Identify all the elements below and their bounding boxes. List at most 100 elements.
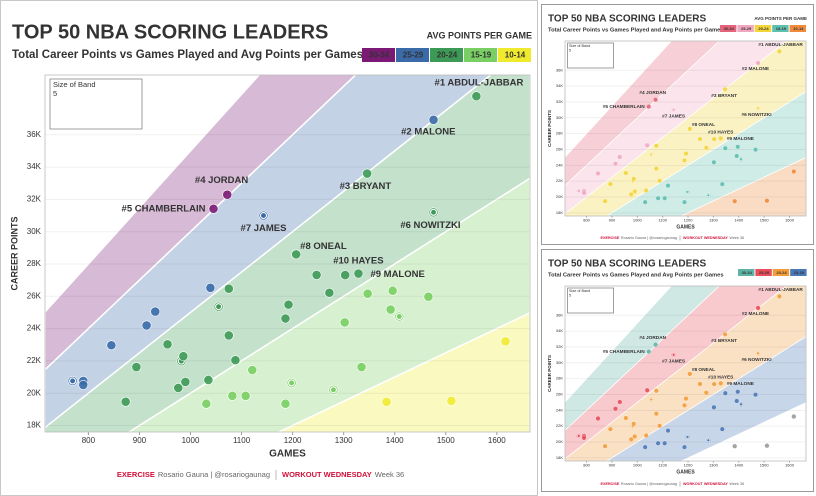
player-point [131,362,142,372]
player-point [613,406,618,412]
y-tick-label: 24K [27,324,42,333]
band-size-value: 5 [569,293,571,297]
chart-subtitle: Total Career Points vs Games Played and … [12,49,363,61]
legend-label: 30-34 [742,270,753,275]
y-tick-label: 34K [556,328,563,333]
player-point [718,380,724,386]
player-point [120,396,131,407]
legend-label: 15-19 [776,26,787,31]
y-tick-label: 18K [556,455,563,460]
player-point [247,365,258,375]
y-tick-label: 30K [27,227,42,236]
player-point [471,91,482,102]
player-point [703,390,709,396]
x-tick-label: 1500 [760,463,770,468]
player-point [732,198,738,204]
player-point [653,166,659,172]
x-axis-title: GAMES [676,469,695,475]
y-tick-label: 32K [556,344,563,349]
legend-swatch [498,48,531,62]
point-label: #3 BRYANT [340,181,392,192]
y-tick-label: 22K [556,178,563,183]
y-tick-label: 26K [27,291,42,300]
band-size-label: Size of Band [53,80,96,89]
x-tick-label: 1300 [335,436,353,445]
highlight-ring [685,435,690,439]
player-point [711,404,717,410]
player-point [711,136,717,142]
y-tick-label: 32K [27,194,42,203]
point-label: #10 HAYES [333,256,383,267]
x-tick-label: 800 [583,218,590,223]
player-point [602,198,608,204]
player-point [764,198,770,204]
player-point [653,388,659,394]
highlight-ring [671,353,676,357]
point-label: #7 JAMES [662,359,685,365]
player-point [665,428,671,434]
player-point [628,436,634,442]
player-point [643,188,649,193]
legend-title: AVG POINTS PER GAME [754,16,807,21]
player-point [141,320,152,331]
player-point [106,340,117,351]
footer-workout-name: WORKOUT WEDNESDAY [683,482,728,486]
legend-label: 25-29 [759,270,770,275]
band-size-box [49,78,143,130]
point-label: #8 ONEAL [692,367,715,373]
point-label: #9 MALONE [370,269,424,280]
player-point [631,176,637,182]
point-label: #5 CHAMBERLAIN [603,349,646,355]
plot-frame [44,74,531,433]
player-point [732,443,738,449]
player-point [423,291,434,302]
x-tick-label: 900 [609,218,616,223]
footer-workout: WORKOUT WEDNESDAY Week 36 [683,236,744,240]
x-tick-label: 1500 [760,218,770,223]
player-point [362,168,373,179]
legend-swatch [772,25,789,32]
point-label: #6 NOWITZKI [741,357,771,363]
player-point [722,145,728,151]
legend-swatch [720,25,737,32]
chart-title: TOP 50 NBA SCORING LEADERS [12,21,328,43]
x-tick-label: 1600 [785,218,795,223]
player-point [722,331,728,337]
chart-subtitle: Total Career Points vs Games Played and … [548,28,724,34]
highlight-ring [649,152,654,157]
player-point [617,399,623,405]
avg-band [606,336,806,461]
legend-label: 15-19 [794,270,805,275]
footer-week: Week 36 [729,482,744,486]
x-tick-label: 1400 [734,218,744,223]
x-tick-label: 1400 [386,436,404,445]
highlight-ring [288,379,296,387]
x-tick-label: 1200 [684,463,694,468]
player-point [719,426,725,432]
y-tick-label: 18K [27,421,42,430]
point-label: #10 HAYES [708,129,733,135]
point-label: #9 MALONE [727,136,754,142]
player-point [682,444,687,450]
point-label: #4 JORDAN [639,90,666,96]
player-point [642,199,648,205]
y-tick-label: 22K [556,423,563,428]
x-tick-label: 900 [133,436,147,445]
player-point [776,48,782,54]
player-point [623,415,629,421]
y-axis-title: CAREER POINTS [547,355,552,392]
x-tick-label: 1000 [633,463,643,468]
x-axis-title: GAMES [676,224,695,230]
highlight-ring [259,211,268,220]
player-point [631,421,637,427]
player-point [617,154,623,160]
footer-workout: WORKOUT WEDNESDAY Week 36 [282,470,404,479]
highlight-ring [706,193,711,198]
player-point [613,161,618,167]
x-tick-label: 1000 [182,436,200,445]
band-size-value: 5 [569,48,571,52]
y-tick-label: 34K [556,83,563,88]
player-point [623,170,629,176]
player-point [581,190,587,196]
player-point [311,270,322,280]
